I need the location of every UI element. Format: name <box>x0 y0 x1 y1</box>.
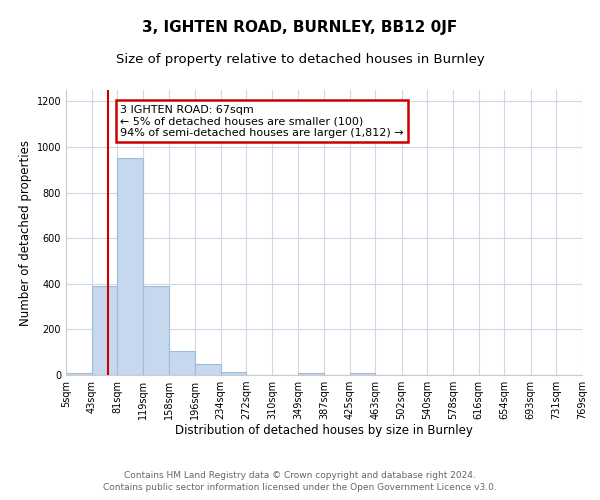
Bar <box>195 364 221 375</box>
Bar <box>66 372 92 375</box>
Bar <box>298 372 324 375</box>
Bar <box>350 372 376 375</box>
Text: 3, IGHTEN ROAD, BURNLEY, BB12 0JF: 3, IGHTEN ROAD, BURNLEY, BB12 0JF <box>142 20 458 35</box>
Bar <box>221 372 247 375</box>
Bar <box>118 158 143 375</box>
X-axis label: Distribution of detached houses by size in Burnley: Distribution of detached houses by size … <box>175 424 473 436</box>
Y-axis label: Number of detached properties: Number of detached properties <box>19 140 32 326</box>
Text: Size of property relative to detached houses in Burnley: Size of property relative to detached ho… <box>116 52 484 66</box>
Bar <box>169 351 195 375</box>
Text: 3 IGHTEN ROAD: 67sqm
← 5% of detached houses are smaller (100)
94% of semi-detac: 3 IGHTEN ROAD: 67sqm ← 5% of detached ho… <box>120 105 404 138</box>
Bar <box>143 286 169 375</box>
Bar <box>92 286 118 375</box>
Text: Contains public sector information licensed under the Open Government Licence v3: Contains public sector information licen… <box>103 484 497 492</box>
Text: Contains HM Land Registry data © Crown copyright and database right 2024.: Contains HM Land Registry data © Crown c… <box>124 471 476 480</box>
